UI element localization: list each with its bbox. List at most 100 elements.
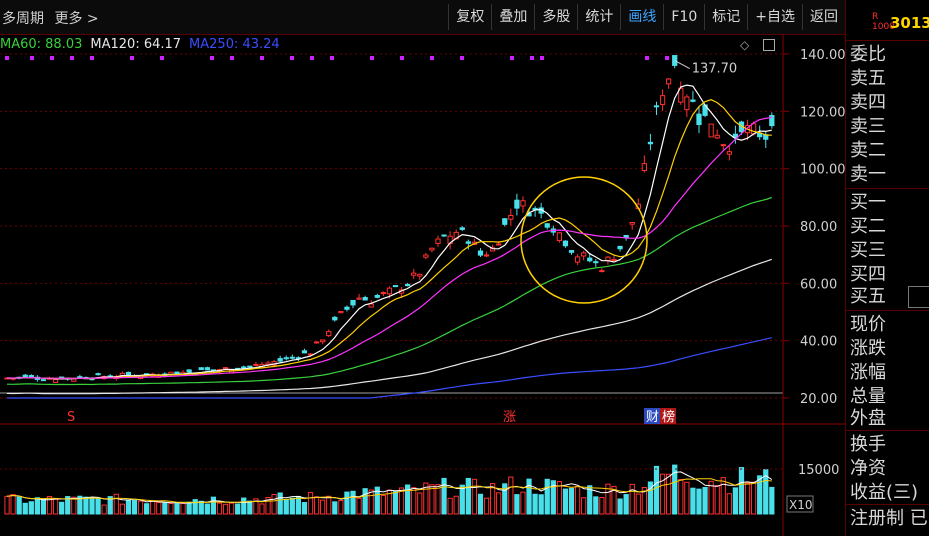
candle-body [429, 247, 435, 251]
volume-bar [520, 491, 526, 515]
quote-label: 总量 [850, 386, 886, 407]
volume-bar [277, 492, 283, 515]
price-tick-label: 60.00 [800, 277, 837, 292]
volume-bar [156, 502, 162, 515]
candle-body [629, 221, 635, 225]
quote-label: 外盘 [850, 408, 886, 429]
r-badge: R 1000 [872, 12, 895, 32]
volume-bar [46, 495, 53, 515]
volume-bar [647, 481, 654, 515]
candle-body [465, 241, 471, 244]
volume-bar [4, 495, 10, 515]
signal-dot [460, 56, 464, 60]
window-toggle-icon[interactable] [763, 39, 775, 51]
volume-bar [28, 501, 34, 515]
volume-bar [769, 486, 775, 515]
candle-body [617, 245, 623, 250]
panel-separator [846, 188, 929, 189]
candle-body [653, 105, 660, 108]
volume-bar [137, 500, 144, 515]
volume-bar [295, 495, 302, 515]
toolbar-button-5[interactable]: F10 [663, 4, 704, 30]
volume-bar [605, 483, 611, 515]
candle-body [253, 363, 259, 366]
ma10-line [6, 99, 772, 380]
volume-bar [763, 469, 769, 515]
volume-bar [253, 498, 259, 515]
volume-bar [435, 484, 441, 515]
toolbar-left: 多周期 更多 > [2, 8, 105, 28]
candle-body [417, 273, 423, 277]
candle-body [241, 366, 247, 369]
volume-bar [83, 496, 89, 515]
quote-label: 涨跌 [850, 338, 886, 359]
price-tick-label: 20.00 [800, 392, 837, 407]
volume-bar [107, 496, 113, 515]
toolbar-button-7[interactable]: +自选 [747, 4, 802, 30]
volume-bar [690, 487, 696, 515]
volume-bar [186, 501, 192, 515]
signal-dot [30, 56, 34, 60]
multi-period-button[interactable]: 多周期 [2, 11, 44, 27]
volume-bar [702, 486, 708, 515]
signal-dot [540, 56, 544, 60]
volume-bar [587, 485, 593, 515]
toolbar-button-0[interactable]: 复权 [448, 4, 491, 30]
candle-body [283, 357, 289, 360]
volume-bar [508, 476, 514, 515]
volume-bar [441, 477, 447, 515]
quote-label: 卖一 [850, 164, 886, 185]
volume-bar [392, 490, 399, 515]
volume-bar [338, 500, 344, 515]
volume-bar [198, 500, 204, 515]
volume-ma-line [6, 478, 772, 503]
quote-panel: R 1000 3013 委比 卖五 卖四 卖三 卖二 卖一 买一 买二 买三 买四 买五 现价 涨跌 涨幅… [845, 0, 929, 536]
signal-dot [430, 56, 434, 60]
candle-body [581, 252, 587, 257]
candle-body [684, 96, 690, 111]
ma-legend-item: MA120: 64.17 [90, 37, 182, 52]
candle-body [186, 369, 192, 373]
candle-body [502, 218, 508, 225]
candle-body [435, 238, 441, 244]
candle-body [344, 306, 350, 310]
volume-tick-label: 15000 [798, 463, 839, 478]
toolbar-button-2[interactable]: 多股 [534, 4, 577, 30]
volume-bar [34, 497, 41, 515]
event-marker: S [67, 410, 75, 425]
signal-dot [370, 56, 374, 60]
panel-separator [846, 504, 929, 505]
volume-bar [320, 499, 326, 515]
price-tick-label: 120.00 [800, 105, 845, 120]
kline-chart[interactable]: 140.00 120.00 100.00 80.00 60.00 40.00 20.00 13… [0, 34, 845, 536]
diamond-icon[interactable]: ◇ [740, 38, 750, 52]
toolbar-button-3[interactable]: 统计 [577, 4, 620, 30]
volume-bar [22, 502, 28, 515]
quote-label: 收益(三) [850, 482, 919, 503]
candle-body [574, 256, 581, 263]
volume-bar [265, 497, 271, 515]
candle-body [204, 367, 210, 371]
candle-body [313, 341, 320, 344]
toolbar-button-8[interactable]: 返回 [802, 4, 845, 30]
volume-bar [77, 495, 83, 515]
volume-bar [635, 493, 641, 515]
toolbar-button-6[interactable]: 标记 [704, 4, 747, 30]
volume-bar [16, 496, 22, 515]
toolbar-button-4[interactable]: 画线 [620, 4, 663, 30]
volume-bar [52, 498, 59, 515]
candle-body [714, 134, 720, 139]
candle-body [222, 367, 229, 370]
candle-body [441, 234, 447, 237]
volume-bar [453, 495, 459, 515]
volume-bar [65, 496, 71, 515]
order-input-box[interactable] [908, 286, 929, 308]
volume-bar [131, 499, 138, 515]
more-button[interactable]: 更多 > [54, 11, 99, 27]
toolbar-button-1[interactable]: 叠加 [491, 4, 534, 30]
candle-body [459, 227, 465, 230]
high-price-label: 137.70 [692, 62, 738, 77]
volume-bar [162, 502, 168, 515]
candle-body [332, 316, 338, 321]
volume-bar [653, 465, 660, 515]
